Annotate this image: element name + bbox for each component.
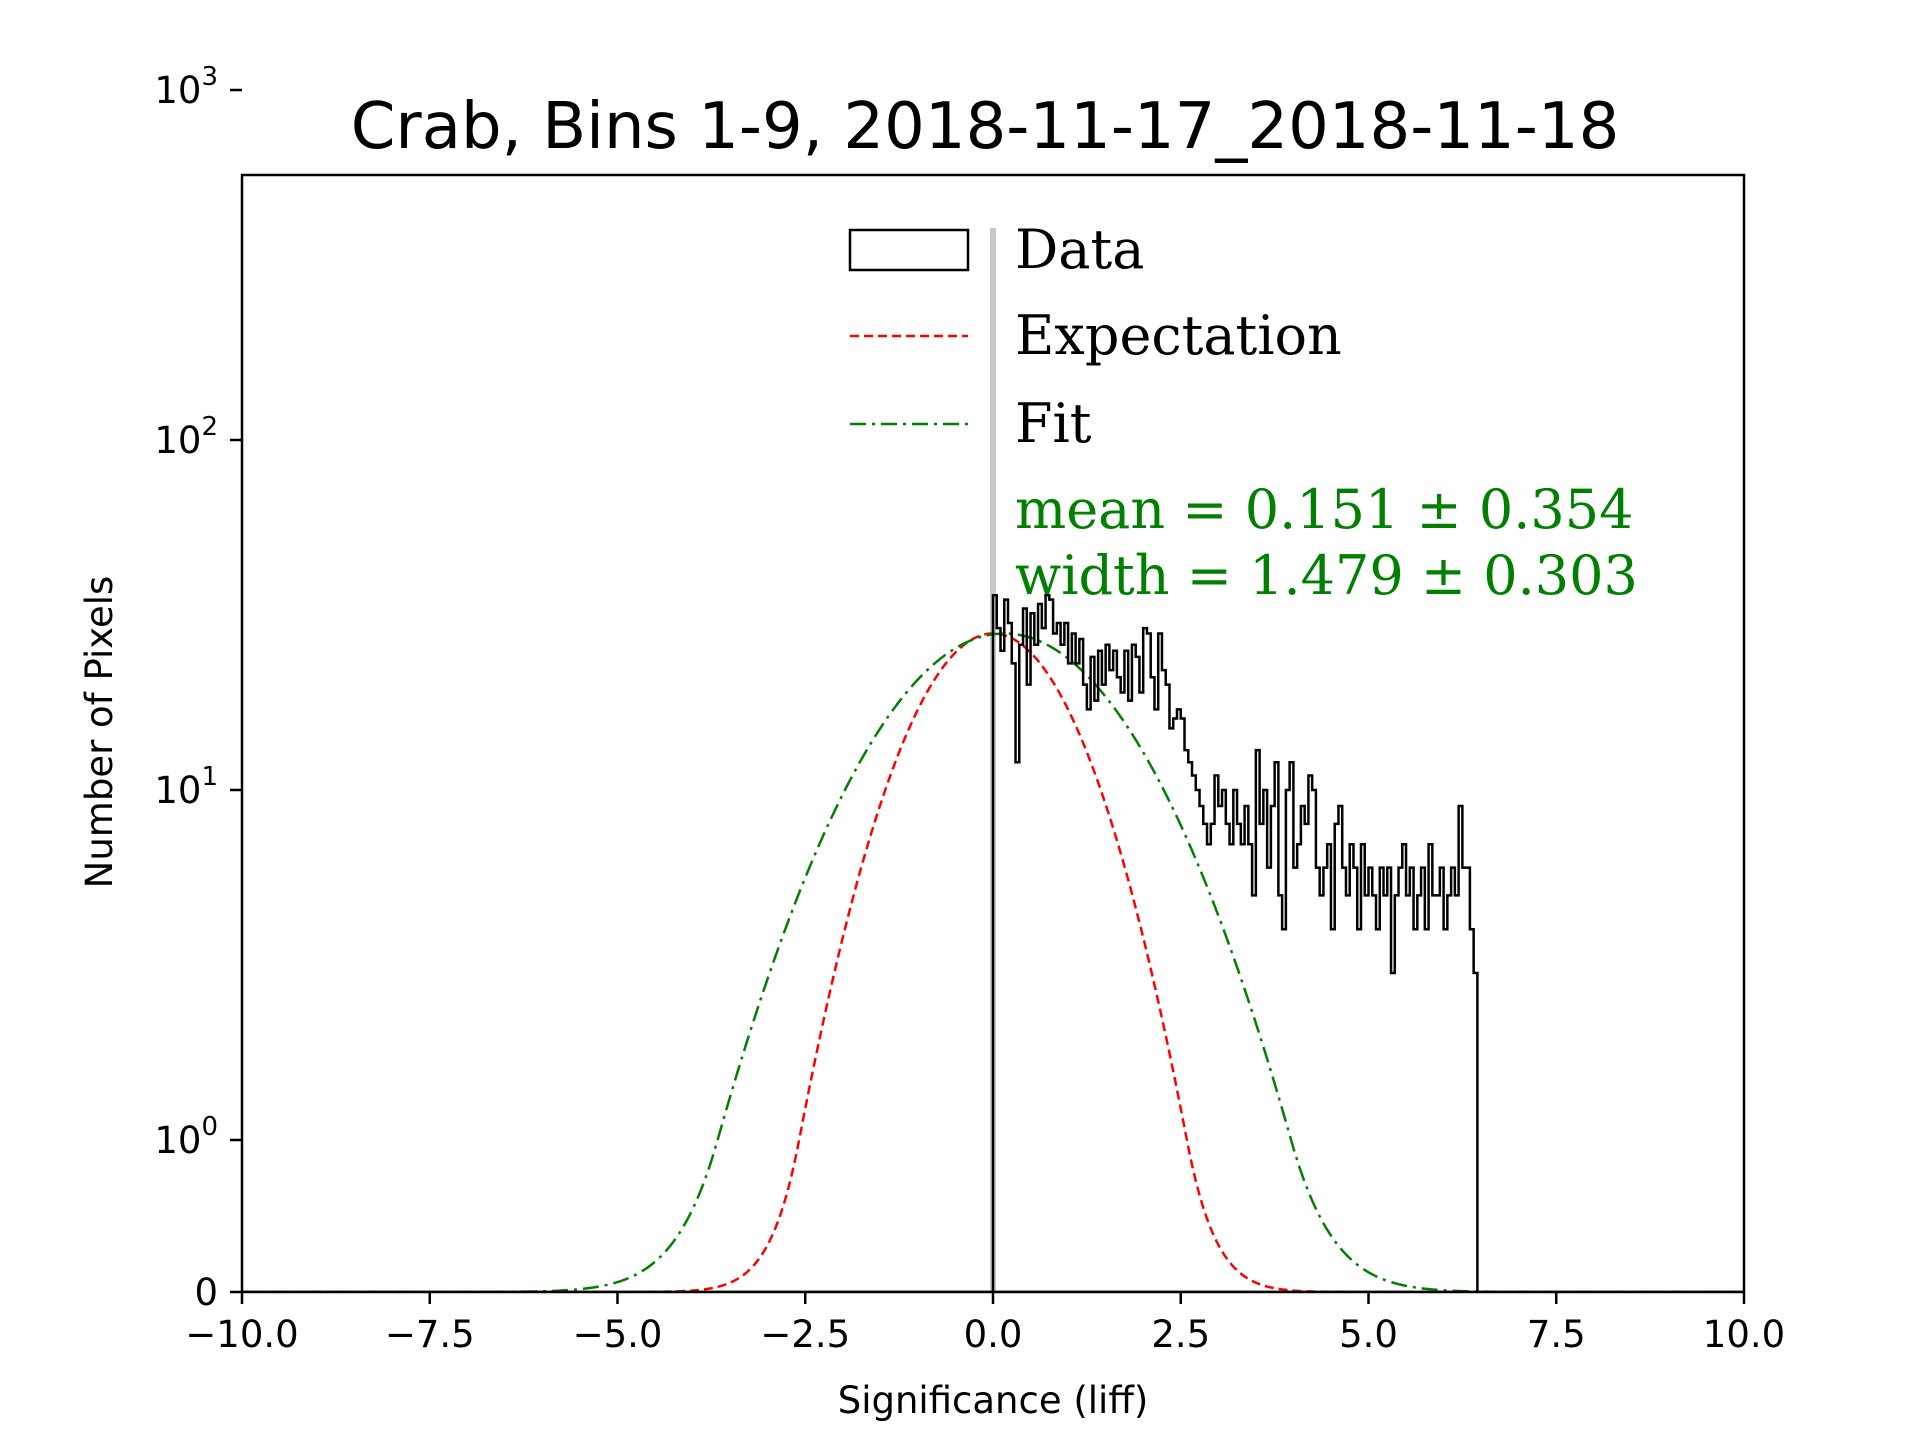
x-tick-label: 10.0 xyxy=(1703,1313,1785,1356)
y-tick-label: 101 xyxy=(154,762,218,812)
plot-area xyxy=(242,228,1744,1292)
plot-frame xyxy=(240,173,1746,1294)
x-axis-label: Significance (liff) xyxy=(838,1379,1149,1422)
y-tick-label: 100 xyxy=(154,1112,218,1162)
x-tick-label: 2.5 xyxy=(1151,1313,1210,1356)
legend: Data Expectation Fit mean = 0.151 ± 0.35… xyxy=(848,218,1638,607)
y-tick-label: 0 xyxy=(194,1271,218,1314)
x-tick-label: 5.0 xyxy=(1339,1313,1398,1356)
fit-width-annotation: width = 1.479 ± 0.303 xyxy=(1015,544,1638,607)
legend-label-expectation: Expectation xyxy=(1015,304,1342,367)
fit-mean-annotation: mean = 0.151 ± 0.354 xyxy=(1015,478,1633,541)
x-tick-label: −2.5 xyxy=(760,1313,850,1356)
legend-label-fit: Fit xyxy=(1015,392,1092,455)
series-data-histogram xyxy=(991,594,1482,1292)
x-tick-label: −10.0 xyxy=(185,1313,298,1356)
chart-title: Crab, Bins 1-9, 2018-11-17_2018-11-18 xyxy=(351,90,1620,164)
y-tick-label: 102 xyxy=(154,412,218,462)
y-axis-ticks: 0 100 101 102 103 xyxy=(154,62,242,1314)
x-tick-label: 7.5 xyxy=(1527,1313,1586,1356)
legend-label-data: Data xyxy=(1015,218,1144,281)
x-tick-label: −5.0 xyxy=(573,1313,663,1356)
y-tick-label: 103 xyxy=(154,62,218,112)
x-tick-label: −7.5 xyxy=(385,1313,475,1356)
y-axis-label: Number of Pixels xyxy=(78,576,121,889)
x-axis-ticks: −10.0 −7.5 −5.0 −2.5 0.0 2.5 5.0 7.5 10.0 xyxy=(185,1292,1785,1356)
legend-swatch-data xyxy=(848,228,970,272)
x-tick-label: 0.0 xyxy=(964,1313,1023,1356)
